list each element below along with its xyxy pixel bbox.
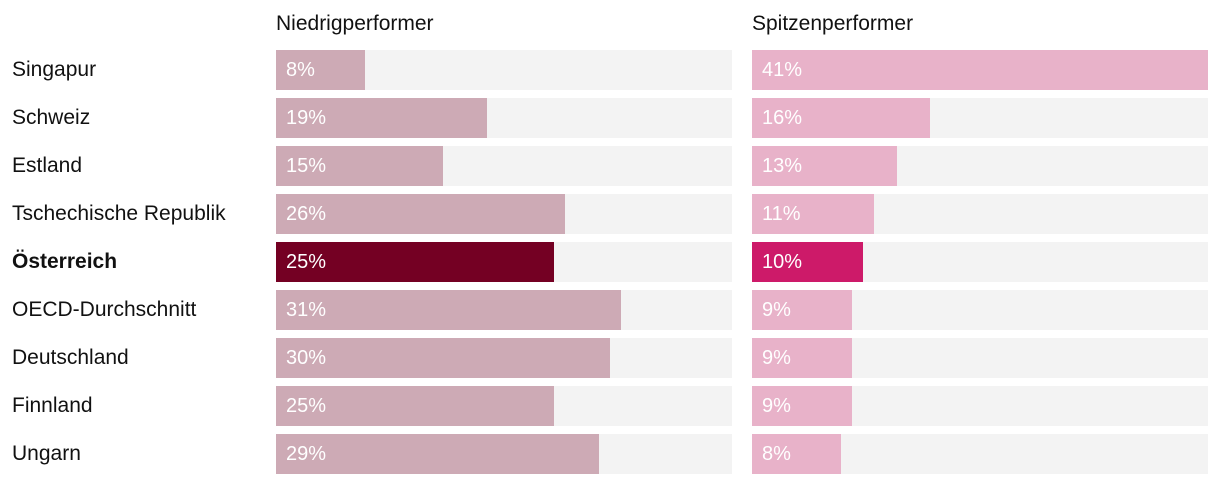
bar-track-spitzenperformer-ungarn: 8%	[752, 434, 1208, 474]
bar-niedrigperformer-deutschland	[276, 338, 610, 378]
category-label-oecd-durchschnitt: OECD-Durchschnitt	[12, 298, 197, 321]
bar-spitzenperformer-finnland	[752, 386, 852, 426]
data-label-spitzenperformer-deutschland: 9%	[762, 347, 791, 369]
bar-niedrigperformer-schweiz	[276, 98, 487, 138]
bar-spitzenperformer-estland	[752, 146, 897, 186]
data-label-niedrigperformer-schweiz: 19%	[286, 107, 327, 129]
bar-track-niedrigperformer-schweiz: 19%	[276, 98, 732, 138]
data-label-spitzenperformer-schweiz: 16%	[762, 107, 803, 129]
bar-track-spitzenperformer-schweiz: 16%	[752, 98, 1208, 138]
bar-niedrigperformer-estland	[276, 146, 443, 186]
category-label-deutschland: Deutschland	[12, 346, 129, 369]
data-label-niedrigperformer-ungarn: 29%	[286, 443, 327, 465]
bar-track-spitzenperformer-estland: 13%	[752, 146, 1208, 186]
data-label-spitzenperformer-finnland: 9%	[762, 395, 791, 417]
bar-track-niedrigperformer-oecd-durchschnitt: 31%	[276, 290, 732, 330]
bar-track-spitzenperformer-oecd-durchschnitt: 9%	[752, 290, 1208, 330]
bar-track-spitzenperformer-finnland: 9%	[752, 386, 1208, 426]
category-label-tschechische-republik: Tschechische Republik	[12, 202, 226, 225]
bar-track-spitzenperformer-deutschland: 9%	[752, 338, 1208, 378]
bar-spitzenperformer-oecd-durchschnitt	[752, 290, 852, 330]
data-label-spitzenperformer-estland: 13%	[762, 155, 803, 177]
bar-spitzenperformer-schweiz	[752, 98, 930, 138]
category-label-schweiz: Schweiz	[12, 106, 91, 129]
bar-niedrigperformer-oecd-durchschnitt	[276, 290, 621, 330]
category-label-singapur: Singapur	[12, 58, 97, 81]
bar-track-niedrigperformer-osterreich: 25%	[276, 242, 732, 282]
bar-track-spitzenperformer-osterreich: 10%	[752, 242, 1208, 282]
category-label-ungarn: Ungarn	[12, 442, 81, 465]
bar-track-spitzenperformer-tschechische-republik: 11%	[752, 194, 1208, 234]
bar-niedrigperformer-singapur	[276, 50, 365, 90]
bar-niedrigperformer-osterreich	[276, 242, 554, 282]
bar-niedrigperformer-finnland	[276, 386, 554, 426]
bar-track-spitzenperformer-singapur: 41%	[752, 50, 1208, 90]
column-title-niedrigperformer: Niedrigperformer	[276, 12, 434, 35]
bar-spitzenperformer-singapur	[752, 50, 1208, 90]
bar-track-niedrigperformer-tschechische-republik: 26%	[276, 194, 732, 234]
data-label-niedrigperformer-tschechische-republik: 26%	[286, 203, 327, 225]
bar-track-niedrigperformer-deutschland: 30%	[276, 338, 732, 378]
category-label-osterreich: Österreich	[12, 250, 118, 273]
data-label-spitzenperformer-oecd-durchschnitt: 9%	[762, 299, 791, 321]
data-label-spitzenperformer-ungarn: 8%	[762, 443, 791, 465]
data-label-niedrigperformer-deutschland: 30%	[286, 347, 327, 369]
column-title-spitzenperformer: Spitzenperformer	[752, 12, 914, 35]
bar-track-niedrigperformer-estland: 15%	[276, 146, 732, 186]
category-label-finnland: Finnland	[12, 394, 93, 417]
data-label-niedrigperformer-estland: 15%	[286, 155, 327, 177]
data-label-niedrigperformer-osterreich: 25%	[286, 251, 327, 273]
data-label-niedrigperformer-finnland: 25%	[286, 395, 327, 417]
bar-niedrigperformer-ungarn	[276, 434, 599, 474]
bar-track-niedrigperformer-ungarn: 29%	[276, 434, 732, 474]
bar-spitzenperformer-ungarn	[752, 434, 841, 474]
bar-spitzenperformer-osterreich	[752, 242, 863, 282]
data-label-niedrigperformer-oecd-durchschnitt: 31%	[286, 299, 327, 321]
data-label-spitzenperformer-osterreich: 10%	[762, 251, 803, 273]
data-label-spitzenperformer-tschechische-republik: 11%	[762, 203, 801, 225]
bar-niedrigperformer-tschechische-republik	[276, 194, 565, 234]
data-label-spitzenperformer-singapur: 41%	[762, 59, 803, 81]
bar-spitzenperformer-deutschland	[752, 338, 852, 378]
bar-spitzenperformer-tschechische-republik	[752, 194, 874, 234]
category-label-estland: Estland	[12, 154, 83, 177]
bar-track-niedrigperformer-singapur: 8%	[276, 50, 732, 90]
bar-track-niedrigperformer-finnland: 25%	[276, 386, 732, 426]
data-label-niedrigperformer-singapur: 8%	[286, 59, 315, 81]
